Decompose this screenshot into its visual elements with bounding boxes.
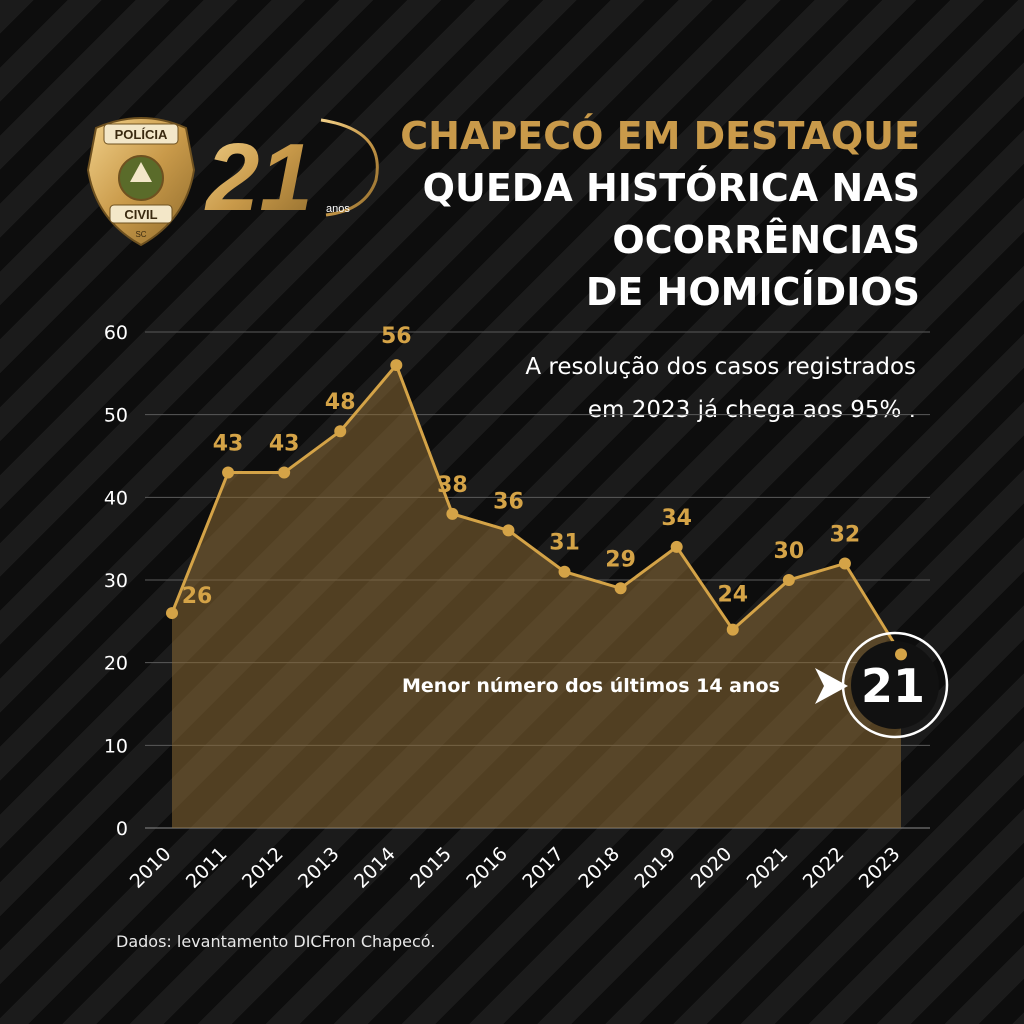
x-tick-label: 2023 bbox=[855, 843, 905, 893]
data-point bbox=[726, 623, 739, 636]
x-tick-label: 2015 bbox=[406, 843, 456, 893]
data-point bbox=[782, 574, 795, 586]
source-note: Dados: levantamento DICFron Chapecó. bbox=[116, 932, 436, 951]
badge-state-text: SC bbox=[135, 230, 146, 239]
x-tick-label: 2012 bbox=[238, 843, 288, 893]
x-tick-label: 2019 bbox=[630, 843, 680, 893]
data-point bbox=[838, 557, 851, 570]
area-fill bbox=[172, 365, 901, 828]
x-tick-label: 2018 bbox=[574, 843, 624, 893]
x-tick-label: 2022 bbox=[799, 843, 849, 893]
callout-mark: 21 bbox=[815, 631, 949, 739]
data-point bbox=[278, 466, 291, 479]
x-axis: 2010 2011 2012 2013 2014 2015 2016 2017 2018 2019… bbox=[126, 843, 905, 893]
badge-icon: POLÍCIA CIVIL SC bbox=[86, 117, 196, 247]
x-tick-label: 2017 bbox=[518, 843, 568, 893]
y-tick-label: 0 bbox=[116, 818, 128, 840]
headline-line-1: QUEDA HISTÓRICA NAS bbox=[422, 166, 920, 210]
series-line bbox=[170, 362, 903, 656]
data-label: 32 bbox=[830, 522, 861, 547]
data-point bbox=[502, 524, 515, 537]
data-point bbox=[558, 565, 571, 578]
headline-line-2: OCORRÊNCIAS bbox=[612, 218, 920, 262]
badge-bottom-text: CIVIL bbox=[124, 207, 157, 222]
data-point bbox=[166, 607, 178, 620]
data-point bbox=[446, 507, 459, 520]
headline-kicker: CHAPECÓ EM DESTAQUE bbox=[400, 114, 920, 158]
data-label: 43 bbox=[269, 432, 300, 457]
data-label: 30 bbox=[774, 539, 805, 564]
y-tick-label: 40 bbox=[104, 487, 128, 509]
callout-disc bbox=[851, 641, 939, 729]
badge-top-text: POLÍCIA bbox=[115, 127, 168, 142]
data-label: 43 bbox=[213, 432, 244, 457]
data-point bbox=[670, 540, 683, 553]
data-label: 24 bbox=[717, 583, 748, 608]
anniversary-number: 21 bbox=[204, 124, 313, 231]
y-axis: 0 10 20 30 40 50 60 bbox=[104, 322, 128, 840]
data-label: 48 bbox=[325, 390, 356, 415]
data-point bbox=[222, 466, 235, 479]
x-tick-label: 2016 bbox=[462, 843, 512, 893]
x-tick-label: 2020 bbox=[687, 843, 737, 893]
x-tick-label: 2014 bbox=[350, 843, 400, 893]
y-tick-label: 30 bbox=[104, 570, 128, 592]
callout-text: Menor número dos últimos 14 anos bbox=[402, 675, 780, 697]
data-labels: 26 43 43 48 56 38 36 31 29 34 24 30 32 bbox=[182, 324, 861, 609]
x-tick-label: 2011 bbox=[182, 843, 232, 893]
data-label: 29 bbox=[605, 547, 636, 572]
data-label: 34 bbox=[661, 506, 692, 531]
x-tick-label: 2010 bbox=[126, 843, 176, 893]
resolution-note: A resolução dos casos registrados em 202… bbox=[525, 354, 916, 423]
y-tick-label: 20 bbox=[104, 653, 128, 675]
data-label: 38 bbox=[437, 473, 468, 498]
data-label: 26 bbox=[182, 584, 213, 609]
x-tick-label: 2013 bbox=[294, 843, 344, 893]
arrow-right-icon bbox=[815, 668, 848, 704]
policia-civil-logo: POLÍCIA CIVIL SC 21 anos bbox=[86, 117, 379, 247]
data-label: 56 bbox=[381, 324, 412, 349]
y-tick-label: 60 bbox=[104, 322, 128, 344]
y-tick-label: 10 bbox=[104, 735, 128, 757]
data-label: 36 bbox=[493, 489, 524, 514]
data-point bbox=[614, 582, 627, 595]
data-label: 31 bbox=[549, 531, 580, 556]
headline: CHAPECÓ EM DESTAQUE QUEDA HISTÓRICA NAS … bbox=[360, 110, 920, 318]
anniversary-unit: anos bbox=[326, 203, 350, 215]
data-point-2023 bbox=[895, 648, 907, 661]
data-point bbox=[334, 425, 347, 438]
callout-value: 21 bbox=[861, 659, 925, 713]
y-tick-label: 50 bbox=[104, 405, 128, 427]
data-point bbox=[390, 359, 403, 372]
headline-line-3: DE HOMICÍDIOS bbox=[585, 270, 920, 314]
x-tick-label: 2021 bbox=[743, 843, 793, 893]
